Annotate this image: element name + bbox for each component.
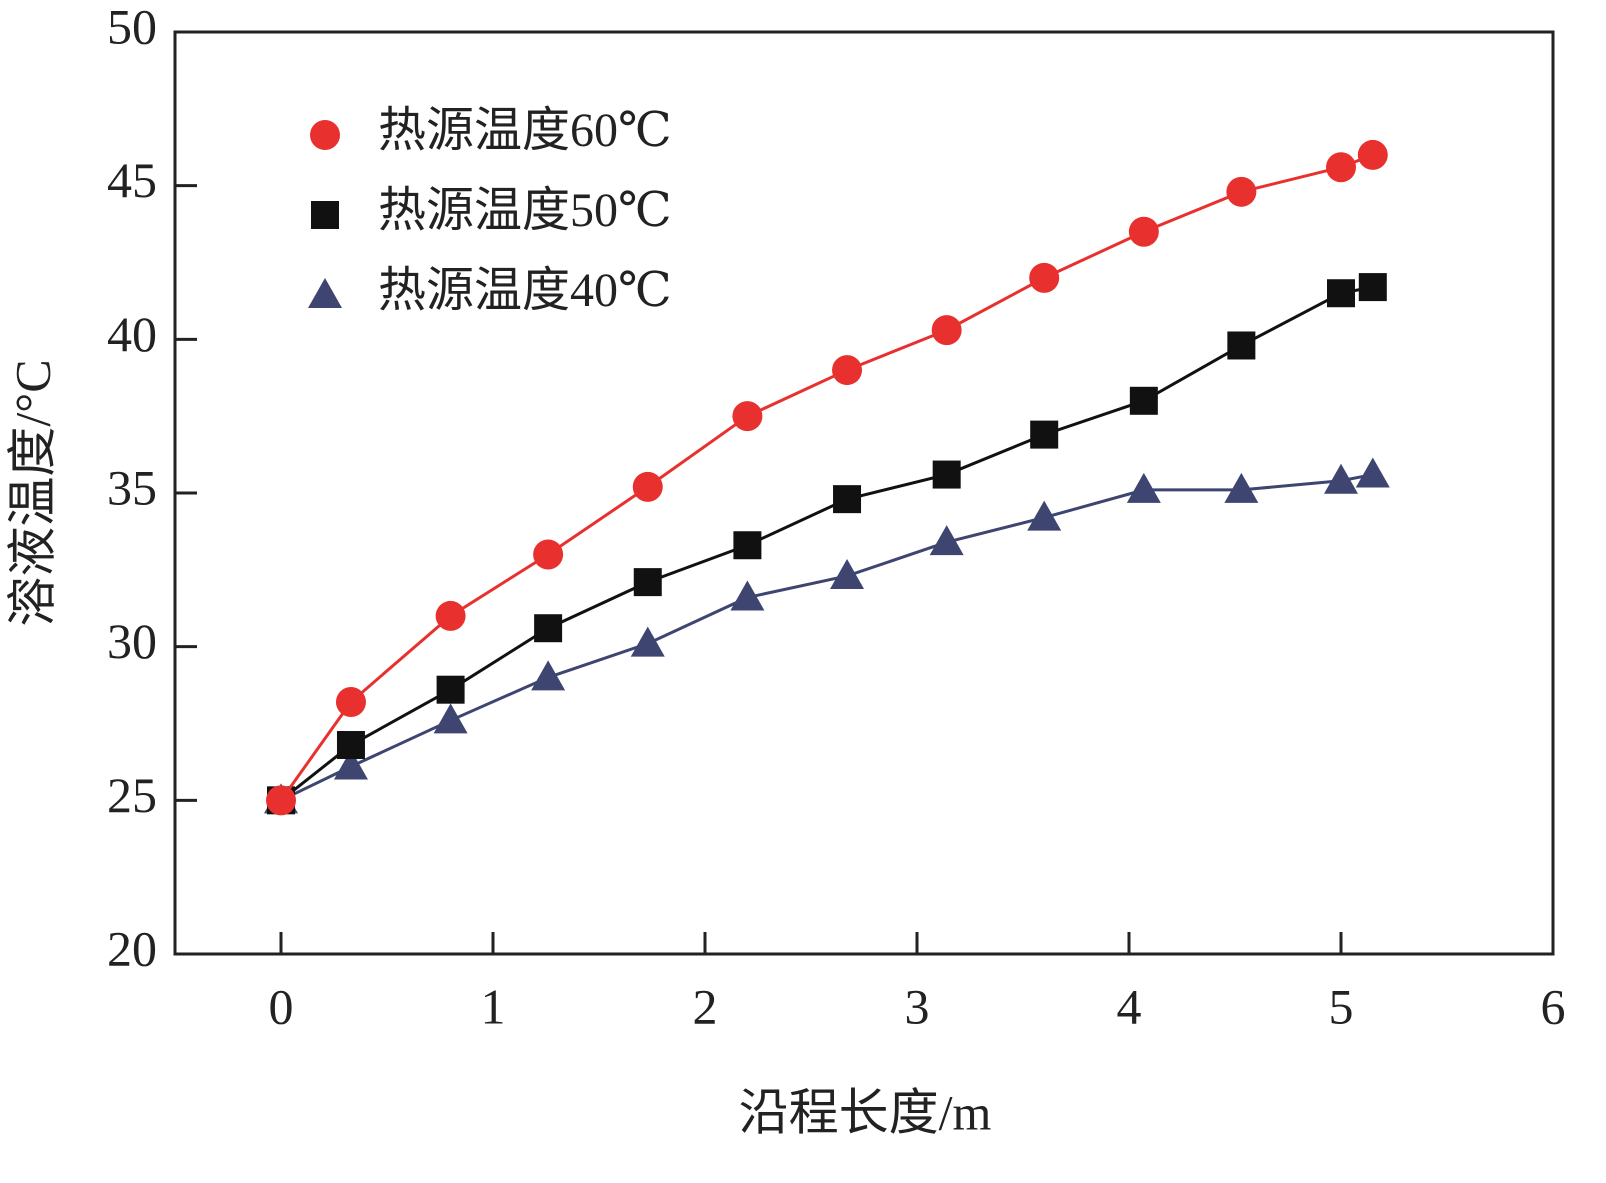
legend-marker (311, 201, 339, 229)
y-tick-label: 40 (107, 306, 157, 362)
data-point (732, 401, 763, 432)
data-point (335, 686, 366, 717)
data-point (1224, 472, 1259, 503)
data-point (1326, 152, 1356, 183)
x-tick-label: 3 (905, 978, 930, 1034)
legend-label: 热源温度60℃ (378, 104, 672, 157)
data-point (436, 675, 465, 704)
y-tick-label: 35 (107, 459, 157, 515)
data-point (336, 731, 365, 760)
data-point (830, 558, 865, 589)
data-point (1355, 457, 1390, 488)
data-point (1324, 463, 1358, 494)
y-tick-label: 20 (107, 920, 157, 976)
data-point (932, 460, 961, 489)
x-tick-label: 2 (693, 978, 718, 1034)
data-point (929, 525, 964, 556)
data-point (833, 485, 862, 514)
y-tick-label: 45 (107, 152, 157, 208)
data-point (533, 539, 564, 570)
series-line (280, 473, 1374, 802)
data-point (435, 600, 466, 631)
data-point (733, 531, 762, 560)
data-point (1226, 176, 1257, 207)
data-point (1129, 386, 1158, 415)
y-tick-label: 50 (107, 0, 157, 54)
x-tick-label: 1 (481, 978, 506, 1034)
data-point (1227, 331, 1256, 360)
data-point (1358, 273, 1387, 302)
data-point (531, 660, 566, 691)
legend-label: 热源温度40℃ (378, 264, 672, 317)
legend-marker (308, 278, 342, 308)
x-tick-label: 4 (1117, 978, 1142, 1034)
legend-marker (310, 120, 340, 150)
data-point (1030, 420, 1059, 449)
legend-label: 热源温度50℃ (378, 184, 672, 237)
data-point (433, 703, 468, 734)
data-point (1027, 500, 1062, 531)
x-tick-label: 0 (269, 978, 294, 1034)
data-point (1327, 279, 1355, 308)
data-point (931, 315, 962, 346)
data-point (832, 355, 863, 386)
data-point (534, 614, 563, 643)
x-axis-label: 沿程长度/m (739, 1084, 992, 1140)
data-point (633, 568, 662, 597)
data-point (266, 785, 296, 816)
data-point (333, 749, 368, 780)
data-point (730, 580, 765, 611)
data-point (632, 471, 663, 502)
y-axis-label: 溶液温度/°C (4, 359, 60, 626)
y-tick-label: 25 (107, 767, 157, 823)
y-tick-label: 30 (107, 613, 157, 669)
x-tick-label: 6 (1541, 978, 1566, 1034)
data-point (1029, 262, 1060, 293)
data-point (1128, 216, 1159, 247)
data-point (1126, 472, 1161, 503)
x-tick-label: 5 (1329, 978, 1354, 1034)
data-point (630, 626, 665, 657)
data-point (1357, 139, 1388, 170)
